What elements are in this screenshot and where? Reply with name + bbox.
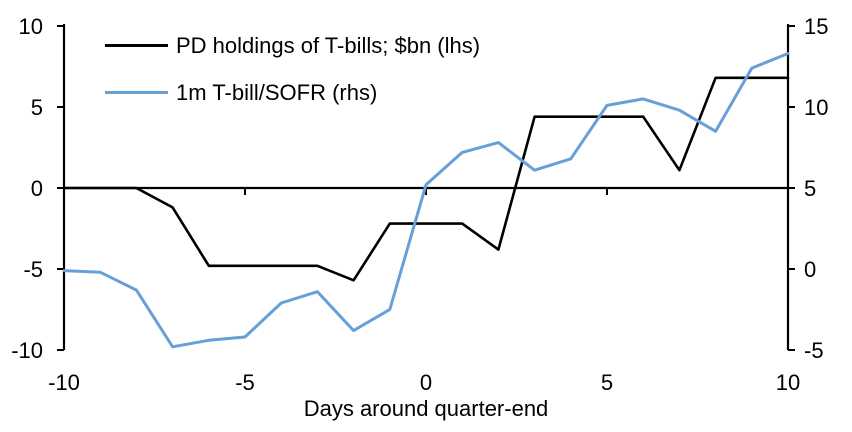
legend-line-sample-tbill-sofr (105, 91, 168, 94)
legend-label-pd-holdings: PD holdings of T-bills; $bn (lhs) (176, 32, 481, 58)
chart-legend: PD holdings of T-bills; $bn (lhs) 1m T-b… (105, 30, 480, 108)
left-axis-tick-label: 10 (19, 14, 43, 39)
x-axis-tick-label: -5 (235, 370, 255, 395)
left-axis-tick-label: -10 (11, 338, 43, 363)
x-axis-tick-label: 0 (420, 370, 432, 395)
x-axis-tick-label: 5 (601, 370, 613, 395)
left-axis-tick-label: 0 (31, 176, 43, 201)
legend-label-tbill-sofr: 1m T-bill/SOFR (rhs) (176, 79, 378, 105)
legend-entry-pd-holdings: PD holdings of T-bills; $bn (lhs) (105, 30, 480, 61)
right-axis-tick-label: -5 (804, 338, 824, 363)
x-axis-tick-label: 10 (776, 370, 800, 395)
x-axis-title: Days around quarter-end (303, 396, 549, 421)
right-axis-tick-label: 5 (804, 176, 816, 201)
series-line-tbill-sofr (62, 52, 790, 349)
legend-entry-tbill-sofr: 1m T-bill/SOFR (rhs) (105, 77, 480, 108)
left-axis-tick-label: 5 (31, 95, 43, 120)
right-axis-tick-label: 0 (804, 257, 816, 282)
series-line-pd-holdings (62, 76, 790, 282)
right-axis-tick-label: 15 (804, 14, 828, 39)
left-axis-tick-label: -5 (23, 257, 43, 282)
x-axis-tick-label: -10 (48, 370, 80, 395)
right-axis-tick-label: 10 (804, 95, 828, 120)
legend-line-sample-pd-holdings (105, 44, 168, 47)
